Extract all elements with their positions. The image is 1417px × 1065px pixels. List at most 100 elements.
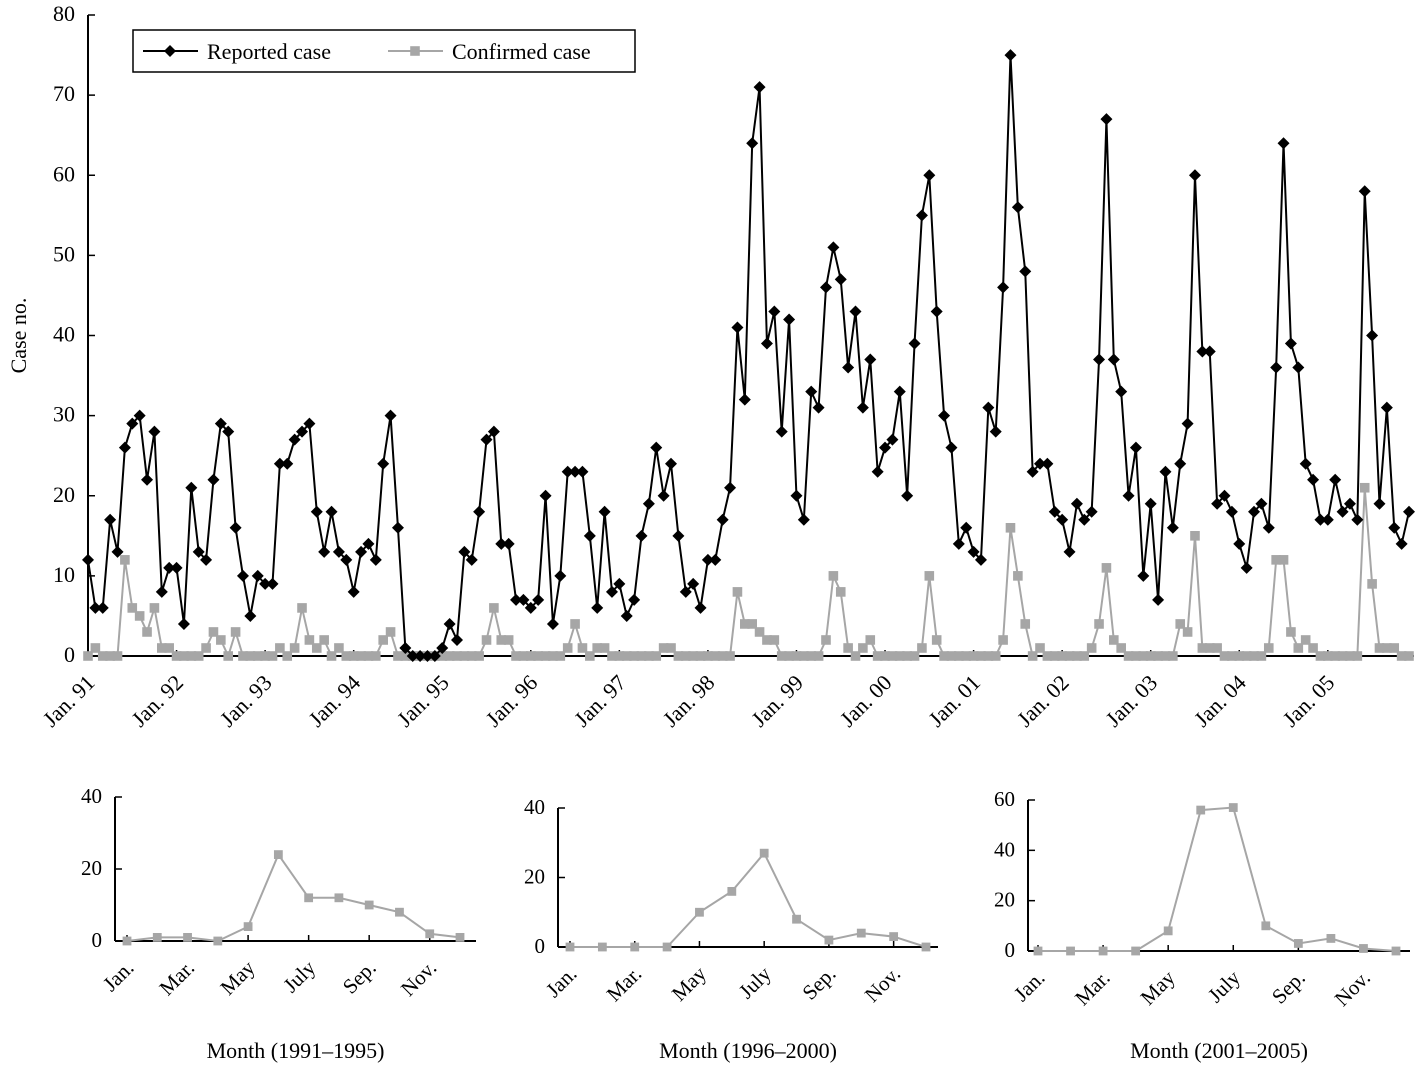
data-point: [192, 545, 205, 558]
data-point: [1261, 921, 1271, 931]
data-point: [480, 433, 493, 446]
data-point: [1188, 169, 1201, 182]
data-point: [97, 651, 108, 661]
data-point: [155, 585, 168, 598]
data-point: [437, 651, 448, 661]
y-tick-label: 40: [524, 795, 545, 819]
data-point: [474, 651, 484, 661]
data-point: [930, 305, 943, 318]
data-point: [1388, 521, 1401, 534]
data-point: [275, 643, 285, 653]
data-point: [1308, 643, 1318, 653]
x-tick-label: Jan. 99: [746, 670, 808, 732]
data-point: [856, 401, 869, 414]
data-point: [171, 651, 182, 661]
data-point: [1098, 946, 1108, 956]
data-point: [222, 425, 235, 438]
data-point: [658, 643, 669, 653]
x-tick-label: Nov.: [396, 956, 441, 1001]
data-point: [651, 651, 662, 661]
data-point: [1395, 537, 1408, 550]
data-point: [701, 553, 714, 566]
data-point: [1072, 651, 1082, 661]
data-point: [954, 651, 964, 661]
data-point: [561, 465, 574, 478]
data-point: [1262, 521, 1275, 534]
data-point: [1241, 651, 1252, 661]
x-tick-label: Jan. 02: [1012, 670, 1074, 732]
y-tick-label: 0: [1005, 938, 1016, 962]
x-tick-label: July: [278, 955, 320, 997]
series-line: [1038, 806, 1397, 952]
data-point: [642, 497, 655, 510]
data-point: [1163, 926, 1173, 936]
data-point: [1160, 651, 1171, 661]
data-point: [858, 643, 868, 653]
data-point: [806, 651, 817, 661]
legend-label: Confirmed case: [452, 39, 591, 64]
data-point: [856, 928, 866, 938]
data-point: [406, 650, 419, 662]
data-point: [731, 321, 744, 334]
data-point: [341, 651, 352, 661]
data-point: [96, 601, 109, 614]
data-point: [1011, 201, 1024, 214]
x-tick-label: Sep.: [1267, 966, 1310, 1009]
data-point: [134, 611, 145, 621]
data-point: [805, 385, 818, 398]
data-point: [592, 643, 603, 653]
data-point: [489, 603, 499, 613]
data-point: [230, 627, 241, 637]
data-point: [738, 393, 751, 406]
data-point: [747, 619, 757, 629]
y-axis-label: Case no.: [6, 298, 31, 374]
data-point: [990, 651, 1001, 661]
y-tick-label: 60: [994, 787, 1015, 811]
data-point: [576, 465, 589, 478]
data-point: [1174, 457, 1187, 470]
data-point: [1159, 465, 1172, 478]
data-point: [1048, 505, 1061, 518]
data-point: [304, 893, 314, 903]
data-point: [399, 641, 412, 654]
data-point: [1336, 505, 1349, 518]
data-point: [1078, 513, 1091, 526]
data-point: [565, 942, 575, 952]
data-point: [363, 651, 374, 661]
x-tick-label: Jan. 96: [481, 670, 543, 732]
data-point: [216, 635, 226, 645]
data-point: [769, 635, 780, 645]
data-point: [865, 635, 876, 645]
data-point: [288, 433, 301, 446]
data-point: [613, 577, 626, 590]
data-point: [104, 513, 117, 526]
y-tick-label: 0: [535, 934, 546, 958]
data-point: [425, 929, 435, 939]
x-axis-label: Month (1991–1995): [207, 1038, 385, 1063]
data-point: [1144, 497, 1157, 510]
data-point: [797, 513, 810, 526]
data-point: [824, 935, 834, 945]
data-point: [1131, 651, 1141, 661]
data-point: [695, 907, 704, 917]
data-point: [1115, 385, 1128, 398]
data-point: [1064, 651, 1075, 661]
data-point: [725, 651, 735, 661]
data-point: [997, 281, 1010, 294]
data-point: [591, 601, 604, 614]
data-point: [436, 641, 449, 654]
data-point: [783, 313, 796, 326]
data-point: [679, 585, 692, 598]
data-point: [1196, 805, 1206, 815]
data-point: [1190, 531, 1200, 541]
data-point: [289, 643, 300, 653]
data-point: [607, 651, 617, 661]
data-point: [688, 651, 698, 661]
data-point: [1359, 944, 1368, 953]
data-point: [716, 513, 729, 526]
data-point: [163, 561, 176, 574]
data-point: [1404, 651, 1414, 661]
data-point: [318, 545, 331, 558]
data-point: [1278, 555, 1289, 565]
data-point: [1218, 489, 1231, 502]
